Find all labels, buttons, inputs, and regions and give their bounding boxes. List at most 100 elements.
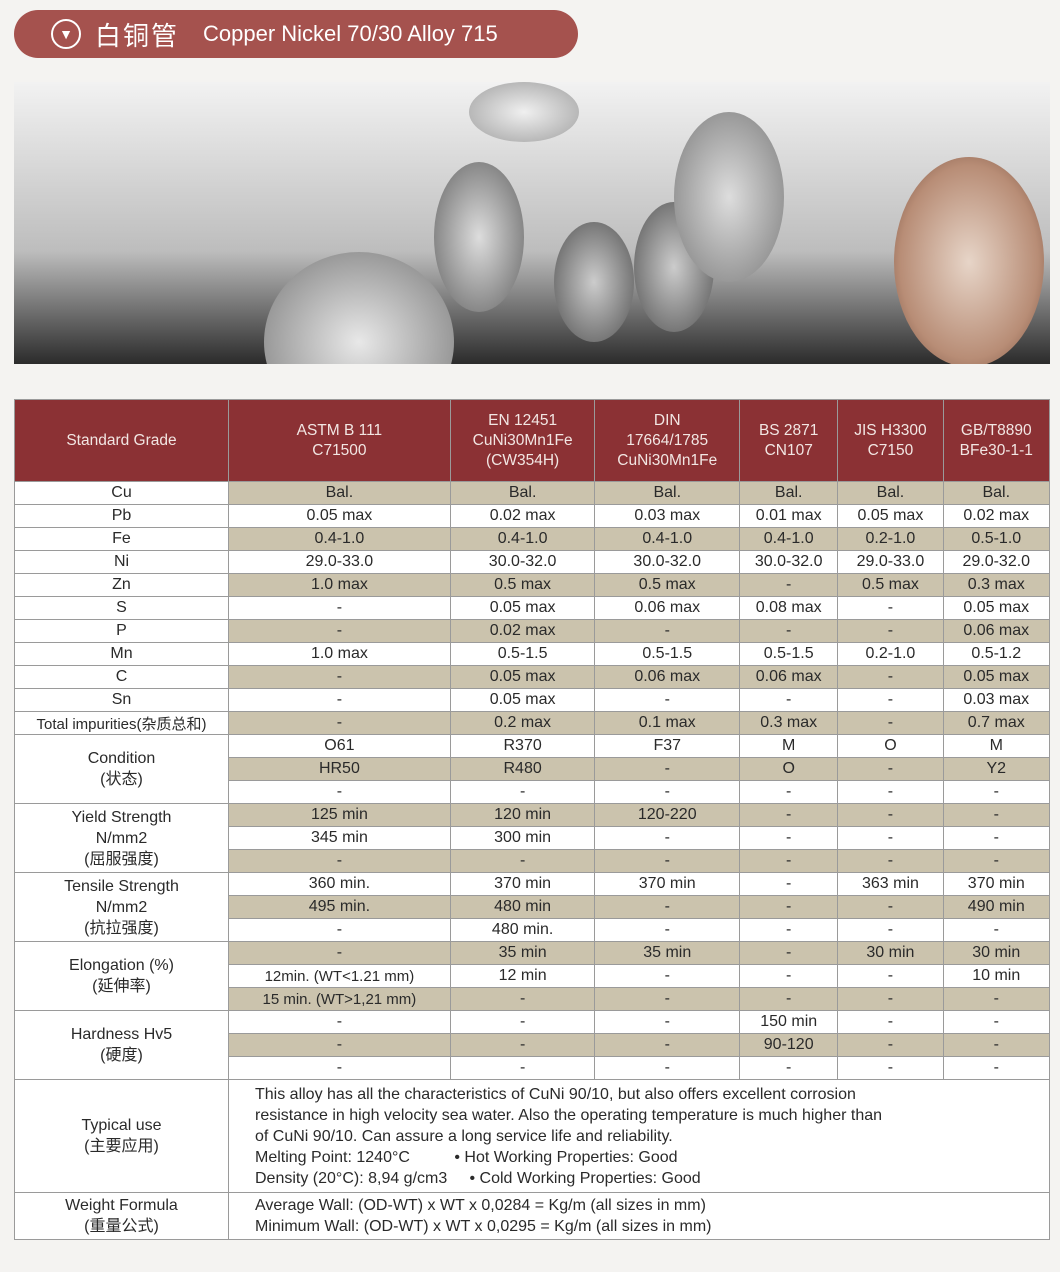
element-label: Total impurities(杂质总和) [14,711,229,735]
property-value: 370 min [942,872,1051,896]
composition-value: 0.05 max [228,504,451,528]
property-value: - [594,964,741,988]
composition-value: 0.3 max [942,573,1051,597]
composition-value: 0.2 max [449,711,596,735]
property-value: 490 min [942,895,1051,919]
weight-formula-line: Minimum Wall: (OD-WT) x WT x 0,0295 = Kg… [255,1218,712,1235]
grade-header: ASTM B 111 C71500 [228,399,451,482]
property-value: - [449,1010,596,1034]
title-english: Copper Nickel 70/30 Alloy 715 [203,21,498,46]
property-value: R370 [449,734,596,758]
composition-value: 0.4-1.0 [449,527,596,551]
element-label: P [14,619,229,643]
property-row: Condition (状态) O61 R370 F37 M O M [14,734,1051,804]
composition-value: 0.2-1.0 [837,642,944,666]
chevron-down-circle-icon: ▼ [51,19,81,49]
property-value: 150 min [739,1010,839,1034]
element-label: Pb [14,504,229,528]
property-value: 300 min [449,826,596,850]
property-value: - [228,918,451,942]
composition-value: - [228,665,451,689]
composition-value: 0.05 max [449,688,596,712]
property-value: 15 min. (WT>1,21 mm) [228,987,451,1011]
composition-value: Bal. [228,481,451,505]
composition-row: Sn -0.05 max - - -0.03 max [14,688,1051,712]
element-label: C [14,665,229,689]
property-value: 495 min. [228,895,451,919]
property-value: - [449,849,596,873]
composition-value: 29.0-32.0 [942,550,1051,574]
grade-header: DIN 17664/1785 CuNi30Mn1Fe [594,399,741,482]
property-value: 345 min [228,826,451,850]
property-value: - [837,1010,944,1034]
property-value: - [449,780,596,804]
composition-value: 0.05 max [449,665,596,689]
property-value: - [594,918,741,942]
property-value: - [837,895,944,919]
typical-use-line: Density (20°C): 8,94 g/cm3 • Cold Workin… [255,1169,701,1187]
composition-value: - [228,711,451,735]
property-value: - [837,780,944,804]
composition-row: Ni 29.0-33.0 30.0-32.0 30.0-32.0 30.0-32.0 29… [14,550,1051,574]
composition-value: Bal. [837,481,944,505]
composition-value: - [739,573,839,597]
property-value: - [594,757,741,781]
property-value: - [942,918,1051,942]
property-value: 12min. (WT<1.21 mm) [228,964,451,988]
composition-value: 0.5-1.0 [942,527,1051,551]
property-value: - [942,849,1051,873]
property-value: 125 min [228,803,451,827]
property-label: Tensile Strength N/mm2 (抗拉强度) [14,872,229,942]
property-value: - [837,1033,944,1057]
composition-value: 1.0 max [228,573,451,597]
property-value: - [228,1033,451,1057]
property-value: - [594,1033,741,1057]
property-value: M [942,734,1051,758]
property-value: - [449,1033,596,1057]
composition-row: S -0.05 max 0.06 max 0.08 max -0.05 max [14,596,1051,620]
property-row: 15 min. (WT>1,21 mm) - - - - - [15,987,1051,1011]
composition-value: - [228,619,451,643]
property-value: - [837,964,944,988]
standard-grade-header: Standard Grade [14,399,229,482]
property-row: HR50 R480- O - Y2 [15,757,1051,781]
composition-value: 0.2-1.0 [837,527,944,551]
property-value: - [739,872,839,896]
property-value: - [942,1056,1051,1080]
composition-value: 0.05 max [449,596,596,620]
property-value: O [739,757,839,781]
property-value: - [594,1010,741,1034]
property-value: R480 [449,757,596,781]
element-label: Sn [14,688,229,712]
composition-value: 0.4-1.0 [739,527,839,551]
composition-value: 1.0 max [228,642,451,666]
composition-value: 30.0-32.0 [739,550,839,574]
property-value: - [594,826,741,850]
composition-value: 0.7 max [942,711,1051,735]
property-value: 480 min [449,895,596,919]
property-value: - [228,849,451,873]
property-row: Hardness Hv5 (硬度) - - -150 min - - [14,1010,1051,1080]
specification-table: Standard Grade ASTM B 111 C71500 EN 12451 … [14,399,1051,1240]
property-value: - [594,780,741,804]
composition-value: 0.06 max [739,665,839,689]
composition-value: - [228,688,451,712]
typical-use-line: resistance in high velocity sea water. A… [255,1106,883,1124]
property-row: ------ [15,849,1051,873]
property-value: 120 min [449,803,596,827]
property-value: - [228,1056,451,1080]
weight-formula-row: Weight Formula (重量公式) Average Wall: (OD-W… [14,1192,1050,1240]
property-value: 370 min [449,872,596,896]
property-value: - [837,918,944,942]
property-row: Yield Strength N/mm2 (屈服强度) 125 min 120 mi… [14,803,1051,873]
composition-value: - [837,619,944,643]
copper-nickel-pipes-photo [14,82,1050,364]
element-label: Ni [14,550,229,574]
composition-row: C -0.05 max 0.06 max 0.06 max -0.05 max [14,665,1051,689]
property-value: Y2 [942,757,1051,781]
composition-row: Zn 1.0 max 0.5 max 0.5 max -0.5 max 0.3 max [14,573,1051,597]
composition-value: 0.5-1.5 [594,642,741,666]
composition-value: - [837,596,944,620]
property-value: 12 min [449,964,596,988]
property-value: 35 min [594,941,741,965]
